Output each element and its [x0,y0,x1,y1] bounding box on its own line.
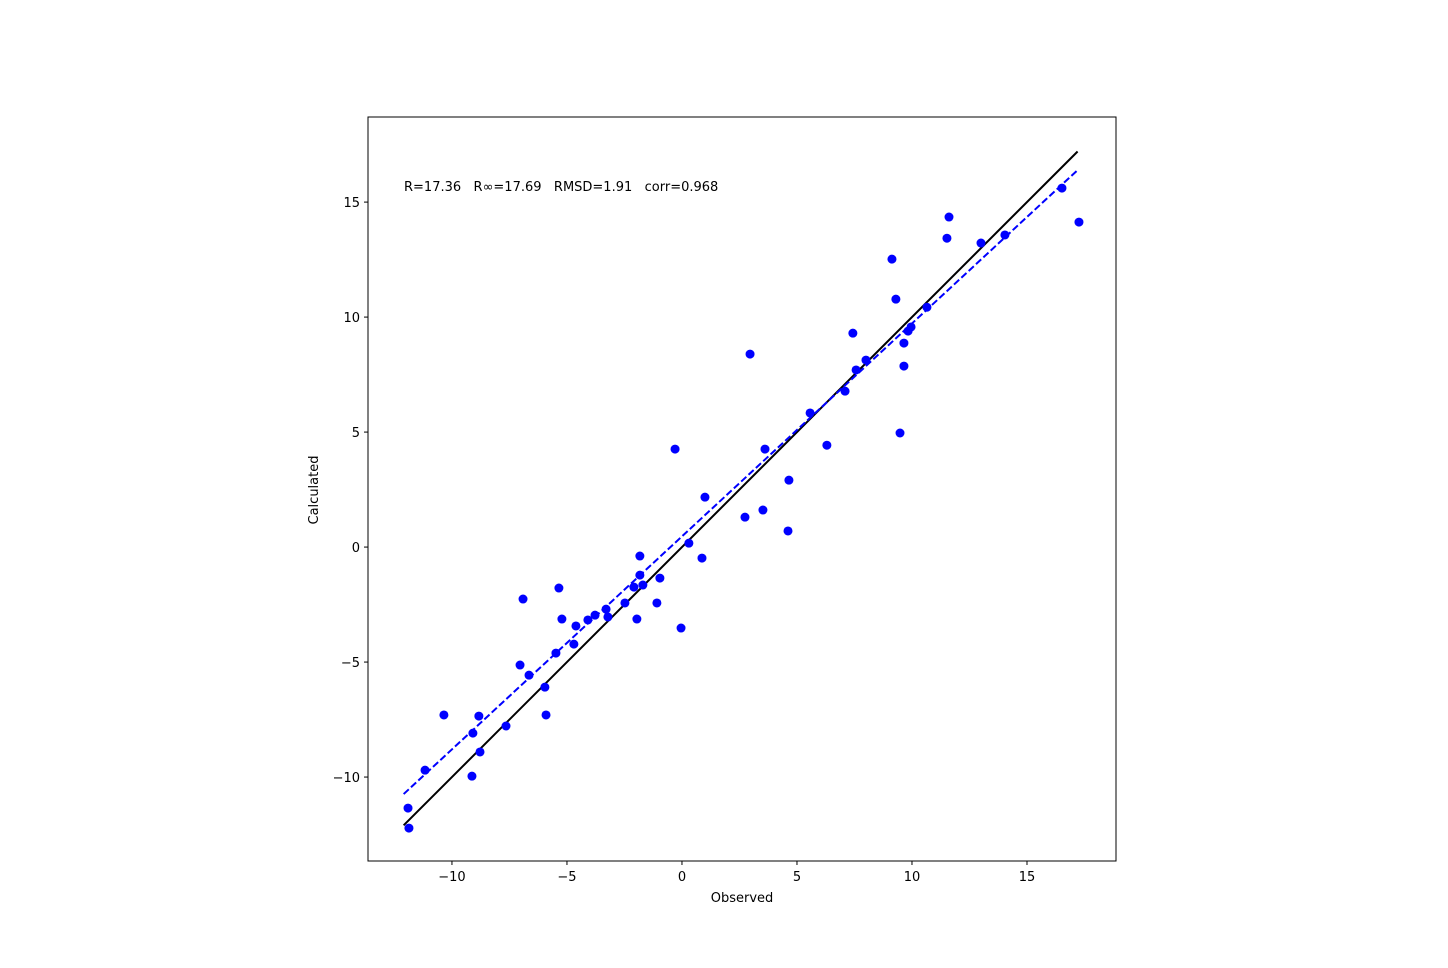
point [439,710,449,720]
point [1000,230,1010,240]
y-tick-label: −10 [333,771,360,786]
x-tick-label: −5 [557,870,576,885]
point [848,328,858,338]
point [745,349,755,359]
point [652,598,662,608]
point [635,551,645,561]
point [784,475,794,485]
point [942,233,952,243]
y-tick-label: 5 [352,426,360,441]
point [541,710,551,720]
point [403,803,413,813]
fit-line [402,169,1079,795]
point [840,386,850,396]
point [515,660,525,670]
point [822,440,832,450]
point [861,355,871,365]
point [635,570,645,580]
point [554,583,564,593]
point [524,670,534,680]
point [805,408,815,418]
point [569,639,579,649]
point [474,711,484,721]
x-axis-label: Observed [711,891,774,906]
point [467,771,477,781]
point [700,492,710,502]
point [783,526,793,536]
x-tick-label: 5 [793,870,801,885]
point [697,553,707,563]
point [475,747,485,757]
point [760,444,770,454]
point [638,580,648,590]
point [758,505,768,515]
y-tick-label: −5 [341,656,360,671]
point [583,615,593,625]
point [518,594,528,604]
point [895,428,905,438]
plot-frame [367,116,1117,862]
point [551,648,561,658]
point [540,682,550,692]
point [629,582,639,592]
point [899,338,909,348]
point [404,823,414,833]
point [670,444,680,454]
point [655,573,665,583]
point [571,621,581,631]
point [420,765,430,775]
point [976,238,986,248]
point [632,614,642,624]
point [603,612,613,622]
x-tick-label: 10 [904,870,921,885]
point [684,538,694,548]
point [676,623,686,633]
y-tick-label: 0 [352,541,360,556]
point [740,512,750,522]
y-axis-label: Calculated [307,456,322,525]
y-tick-label: 15 [343,196,360,211]
point [899,361,909,371]
point [851,365,861,375]
point [468,728,478,738]
x-tick-label: 0 [678,870,686,885]
point [557,614,567,624]
point [906,322,916,332]
y-tick-label: 10 [343,311,360,326]
point [501,721,511,731]
point [601,604,611,614]
point [620,598,630,608]
x-tick-label: 15 [1019,870,1036,885]
point [1057,183,1067,193]
point [891,294,901,304]
annotation: R=17.36 R∞=17.69 RMSD=1.91 corr=0.968 [404,180,718,195]
x-tick-label: −10 [438,870,465,885]
point [887,254,897,264]
point [590,610,600,620]
point [944,212,954,222]
point [922,302,932,312]
fit-line [402,150,1079,827]
point [1074,217,1084,227]
